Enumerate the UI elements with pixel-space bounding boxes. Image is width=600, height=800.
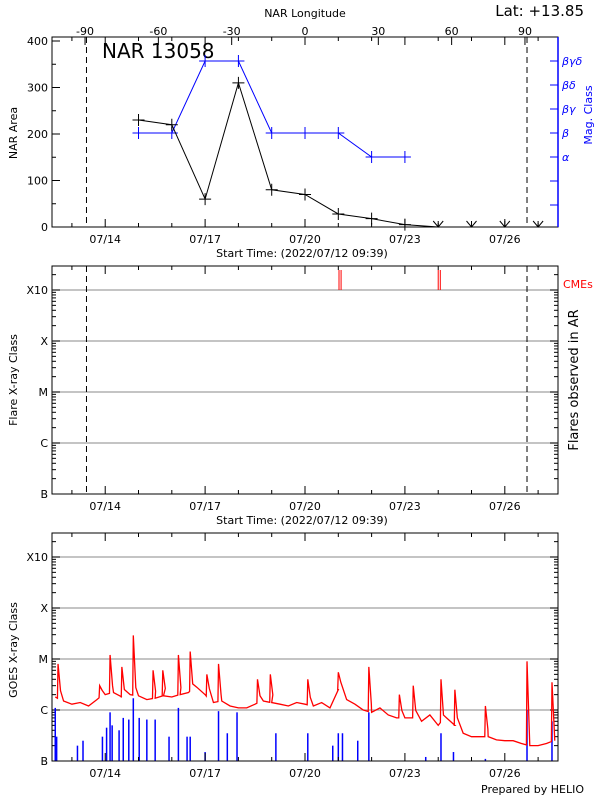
y-tick-label: C — [40, 437, 48, 450]
y-tick-label: B — [40, 488, 48, 501]
x-tick-label: 07/23 — [389, 767, 421, 780]
x-axis-title: Start Time: (2022/07/12 09:39) — [216, 514, 388, 527]
lat-label: Lat: +13.85 — [495, 2, 584, 20]
plot-frame — [51, 265, 559, 495]
x-tick-label: 07/26 — [489, 767, 521, 780]
nar-area-panel: NAR Longitude Lat: +13.85 NAR 13058 NAR … — [7, 2, 595, 260]
top-tick-label: 30 — [371, 25, 385, 38]
top-tick-label: -30 — [223, 25, 241, 38]
top-tick-label: 0 — [302, 25, 309, 38]
y-tick-label: X10 — [26, 551, 48, 564]
nar-area-point — [299, 188, 312, 201]
y-tick-label: X10 — [26, 284, 48, 297]
y-tick-label: M — [39, 653, 49, 666]
x-tick-label: 07/26 — [489, 500, 521, 513]
x-tick-label: 07/20 — [289, 767, 321, 780]
y2-axis-title: Flares observed in AR — [567, 309, 582, 450]
x-tick-label: 07/17 — [189, 767, 221, 780]
nar-area-zero-point — [466, 220, 477, 228]
nar-area-point — [265, 183, 278, 196]
nar-area-point — [332, 207, 345, 220]
mag-class-point — [132, 127, 145, 139]
y2-tick-label: βγ — [561, 103, 576, 116]
x-tick-label: 07/14 — [89, 767, 121, 780]
y-tick-label: C — [40, 704, 48, 717]
x-tick-label: 07/14 — [89, 500, 121, 513]
mag-class-point — [299, 127, 312, 139]
y-axis-title: GOES X-ray Class — [7, 602, 20, 698]
y-axis-title: NAR Area — [7, 107, 20, 159]
nar-area-line — [138, 81, 439, 228]
mag-class-point — [365, 151, 378, 163]
x-tick-label: 07/23 — [389, 500, 421, 513]
x-tick-label: 07/20 — [289, 500, 321, 513]
y-tick-label: X — [40, 602, 48, 615]
mag-class-point — [232, 55, 245, 67]
x-tick-label: 07/23 — [389, 233, 421, 246]
nar-area-point — [199, 193, 212, 206]
nar-area-point — [165, 118, 178, 131]
x-tick-label: 07/17 — [189, 233, 221, 246]
y-tick-label: 400 — [27, 35, 48, 48]
top-tick-label: -60 — [149, 25, 167, 38]
x-tick-label: 07/14 — [89, 233, 121, 246]
y-tick-label: B — [40, 755, 48, 768]
goes-xray-panel: GOES X-ray Class Prepared by HELIO B C M X X… — [7, 532, 584, 796]
mag-class-point — [199, 55, 212, 67]
y2-tick-label: α — [562, 151, 570, 164]
y-tick-label: X — [40, 335, 48, 348]
nar-area-zero-point — [432, 220, 444, 228]
y2-tick-label: βγδ — [561, 55, 583, 68]
y-tick-label: M — [39, 386, 49, 399]
y-tick-label: 0 — [41, 221, 48, 234]
footer-credit: Prepared by HELIO — [481, 783, 584, 796]
nar-area-point — [365, 212, 378, 225]
nar-area-point — [232, 76, 245, 89]
y-tick-label: 100 — [27, 175, 48, 188]
goes-long-channel-line — [54, 635, 556, 747]
cme-label: CMEs — [563, 278, 593, 291]
y2-tick-label: β — [561, 127, 569, 140]
x-tick-label: 07/20 — [289, 233, 321, 246]
x-tick-label: 07/17 — [189, 500, 221, 513]
nar-area-point — [132, 114, 145, 127]
y2-axis-title: Mag. Class — [582, 85, 595, 144]
plot-frame — [51, 532, 559, 762]
y-axis-title: Flare X-ray Class — [7, 334, 20, 426]
y-tick-label: 300 — [27, 82, 48, 95]
mag-class-line — [138, 60, 405, 158]
y2-tick-label: βδ — [561, 79, 576, 92]
mag-class-point — [398, 151, 411, 163]
flare-class-panel: Flare X-ray Class Flares observed in AR … — [7, 265, 593, 527]
mag-class-point — [265, 127, 278, 139]
mag-class-point — [332, 127, 345, 139]
top-tick-label: -90 — [76, 25, 94, 38]
top-axis-title: NAR Longitude — [264, 7, 346, 20]
top-tick-label: 90 — [518, 25, 532, 38]
x-axis-title: Start Time: (2022/07/12 09:39) — [216, 247, 388, 260]
y-tick-label: 200 — [27, 128, 48, 141]
top-tick-label: 60 — [445, 25, 459, 38]
nar-area-zero-point — [532, 220, 544, 228]
x-tick-label: 07/26 — [489, 233, 521, 246]
nar-area-zero-point — [499, 220, 511, 228]
nar-area-point — [398, 218, 411, 231]
